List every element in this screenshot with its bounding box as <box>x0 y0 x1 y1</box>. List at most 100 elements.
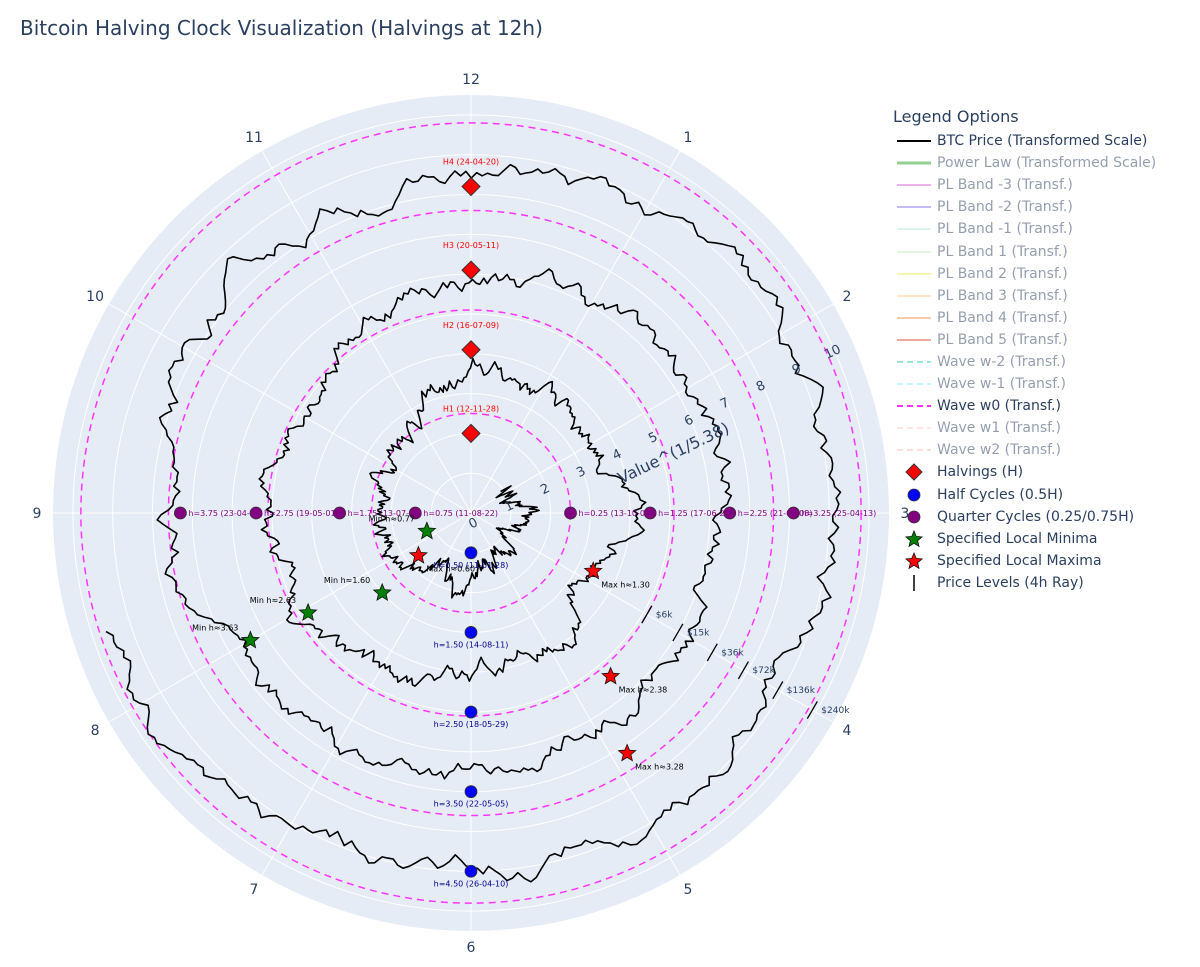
legend-item[interactable]: Wave w-1 (Transf.) <box>893 373 1193 395</box>
quarter-cycle-marker[interactable] <box>333 506 347 520</box>
angular-tick-label: 4 <box>842 723 851 739</box>
legend-item-label: Halvings (H) <box>937 464 1024 481</box>
half-cycle-marker[interactable] <box>464 546 478 560</box>
legend-swatch-icon <box>904 529 924 547</box>
legend-swatch-icon <box>897 228 931 231</box>
legend-title: Legend Options <box>893 107 1019 126</box>
half-cycle-marker[interactable] <box>464 705 478 719</box>
legend-item[interactable]: PL Band 2 (Transf.) <box>893 263 1193 285</box>
legend-item[interactable]: Wave w0 (Transf.) <box>893 395 1193 417</box>
legend-swatch-icon <box>897 140 931 143</box>
angular-gridline <box>470 303 834 514</box>
price-level-label: $6k <box>656 611 673 621</box>
legend-item-label: PL Band 2 (Transf.) <box>937 265 1068 282</box>
legend-item[interactable]: Quarter Cycles (0.25/0.75H) <box>893 506 1193 528</box>
angular-tick-label: 12 <box>462 72 480 88</box>
legend-item[interactable]: Wave w2 (Transf.) <box>893 439 1193 461</box>
quarter-cycle-marker[interactable] <box>173 506 187 520</box>
legend-swatch-icon <box>897 360 931 363</box>
legend-item[interactable]: PL Band 4 (Transf.) <box>893 307 1193 329</box>
halving-label: H1 (12-11-28) <box>443 404 499 413</box>
radial-tick-label: 10 <box>822 342 843 363</box>
half-cycle-label: h=1.50 (14-08-11) <box>434 640 509 649</box>
legend-swatch-icon <box>897 206 931 209</box>
quarter-cycle-label: h=0.25 (13-10-09) <box>579 509 654 518</box>
legend-item[interactable]: PL Band -2 (Transf.) <box>893 196 1193 218</box>
half-cycle-marker[interactable] <box>464 626 478 639</box>
legend-item[interactable]: Power Law (Transformed Scale) <box>893 152 1193 174</box>
half-cycle-label: h=0.50 (11-01-28) <box>434 561 509 570</box>
half-cycle-label: h=2.50 (18-05-29) <box>434 720 509 729</box>
legend-swatch-icon <box>897 449 931 452</box>
price-level-label: $36k <box>721 648 744 658</box>
legend-swatch-icon <box>897 316 931 319</box>
legend-item[interactable]: Wave w1 (Transf.) <box>893 417 1193 439</box>
quarter-cycle-marker[interactable] <box>408 506 422 520</box>
legend-swatch-icon <box>897 161 931 165</box>
legend-item[interactable]: Price Levels (4h Ray) <box>893 572 1193 594</box>
angular-gridline <box>470 512 834 723</box>
angular-tick-label: 8 <box>91 723 100 739</box>
local-maximum-marker[interactable] <box>583 561 603 580</box>
legend-item-label: PL Band 5 (Transf.) <box>937 331 1068 348</box>
legend-items: BTC Price (Transformed Scale) Power Law (… <box>893 130 1193 594</box>
local-minimum-marker[interactable] <box>417 521 437 540</box>
angular-gridline <box>108 512 472 723</box>
legend-item[interactable]: PL Band 5 (Transf.) <box>893 329 1193 351</box>
halving-label: H2 (16-07-09) <box>443 321 499 330</box>
quarter-cycle-label: h=1.75 (13-07-20) <box>348 509 423 518</box>
halving-marker[interactable] <box>461 340 481 360</box>
legend-item-label: Wave w0 (Transf.) <box>937 398 1061 415</box>
quarter-cycle-marker[interactable] <box>723 506 737 520</box>
wave-w0-circle <box>80 122 862 904</box>
legend-item-label: Wave w-2 (Transf.) <box>937 353 1067 370</box>
local-minimum-label: Min h≈0.77 <box>369 514 415 523</box>
quarter-cycle-label: h=0.75 (11-08-22) <box>423 509 498 518</box>
legend-item[interactable]: Specified Local Maxima <box>893 550 1193 572</box>
local-maximum-marker[interactable] <box>408 545 429 564</box>
local-maximum-marker[interactable] <box>601 666 621 685</box>
angular-tick-label: 11 <box>245 130 263 146</box>
legend-item[interactable]: Specified Local Minima <box>893 528 1193 550</box>
legend-swatch-icon <box>913 574 915 591</box>
angular-gridline <box>470 150 681 514</box>
half-cycle-marker[interactable] <box>464 864 478 878</box>
legend-item[interactable]: Wave w-2 (Transf.) <box>893 351 1193 373</box>
local-minimum-label: Min h≈2.63 <box>250 596 296 605</box>
legend-item[interactable]: Halvings (H) <box>893 461 1193 483</box>
legend-item[interactable]: PL Band -1 (Transf.) <box>893 218 1193 240</box>
halving-marker[interactable] <box>461 423 481 444</box>
quarter-cycle-marker[interactable] <box>643 506 657 520</box>
price-level-tick <box>737 661 749 680</box>
local-maximum-marker[interactable] <box>617 743 637 762</box>
price-level-tick <box>806 701 818 720</box>
half-cycle-marker[interactable] <box>464 785 478 799</box>
legend-swatch-icon <box>907 488 921 501</box>
quarter-cycle-marker[interactable] <box>564 506 577 520</box>
legend-item[interactable]: PL Band -3 (Transf.) <box>893 174 1193 196</box>
angular-tick-label: 6 <box>467 940 476 956</box>
angular-gridline <box>261 512 472 876</box>
legend-item[interactable]: PL Band 3 (Transf.) <box>893 285 1193 307</box>
legend-item-label: BTC Price (Transformed Scale) <box>937 133 1148 150</box>
angular-tick-label: 2 <box>842 289 851 305</box>
legend-item[interactable]: Half Cycles (0.5H) <box>893 484 1193 506</box>
local-minimum-label: Min h≈3.63 <box>192 623 238 632</box>
local-minimum-marker[interactable] <box>240 630 260 649</box>
local-maximum-label: Max h≈1.30 <box>601 580 650 589</box>
halving-marker[interactable] <box>461 176 481 197</box>
price-level-label: $15k <box>687 628 710 638</box>
legend-item[interactable]: PL Band 1 (Transf.) <box>893 240 1193 262</box>
quarter-cycle-marker[interactable] <box>249 506 263 520</box>
legend-item-label: PL Band -3 (Transf.) <box>937 177 1073 194</box>
angular-tick-label: 1 <box>684 130 693 146</box>
half-cycle-label: h=3.50 (22-05-05) <box>434 800 509 809</box>
quarter-cycle-marker[interactable] <box>787 506 800 520</box>
local-minimum-marker[interactable] <box>298 602 318 621</box>
legend-item[interactable]: BTC Price (Transformed Scale) <box>893 130 1193 152</box>
legend-swatch-icon <box>897 184 931 187</box>
halving-marker[interactable] <box>461 260 481 280</box>
local-minimum-marker[interactable] <box>372 582 392 602</box>
